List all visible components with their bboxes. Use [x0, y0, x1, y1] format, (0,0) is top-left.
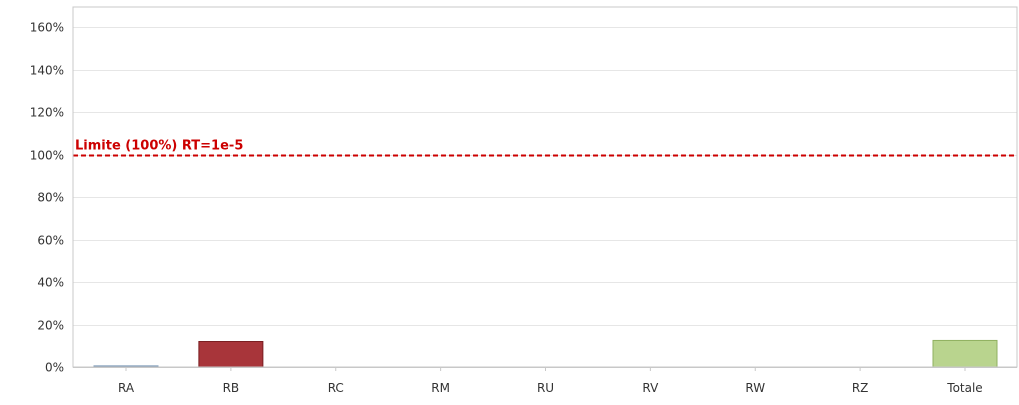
x-tick-label: RW — [745, 381, 765, 395]
grid-layer — [73, 27, 1017, 326]
x-tick-label: RV — [642, 381, 659, 395]
x-tick-label: Totale — [946, 381, 982, 395]
x-tick-label: RC — [328, 381, 344, 395]
x-tick-label: RU — [537, 381, 554, 395]
y-tick-label: 160% — [30, 21, 64, 35]
y-tick-label: 100% — [30, 149, 64, 163]
bars-layer — [93, 339, 998, 368]
y-tick-label: 40% — [37, 276, 64, 290]
reference-line-group: Limite (100%) RT=1e-5 — [73, 139, 1017, 157]
x-tick-label: RZ — [852, 381, 869, 395]
y-tick-label: 20% — [37, 319, 64, 333]
x-tick-label: RM — [431, 381, 450, 395]
y-axis-ticks: 0% 20% 40% 60% 80% 100% 120% 140% 160% — [30, 21, 64, 375]
y-tick-label: 120% — [30, 106, 64, 120]
x-axis-ticks: RA RB RC RM RU RV RW RZ Totale — [118, 367, 983, 395]
bar-totale — [932, 339, 998, 368]
y-tick-label: 0% — [45, 361, 64, 375]
y-tick-label: 60% — [37, 234, 64, 248]
x-tick-label: RA — [118, 381, 135, 395]
x-tick-label: RB — [223, 381, 240, 395]
plot-frame — [72, 6, 1018, 368]
y-tick-label: 140% — [30, 64, 64, 78]
y-tick-label: 80% — [37, 191, 64, 205]
reference-line-label: Limite (100%) RT=1e-5 — [75, 139, 243, 154]
bar-rb — [198, 341, 264, 368]
